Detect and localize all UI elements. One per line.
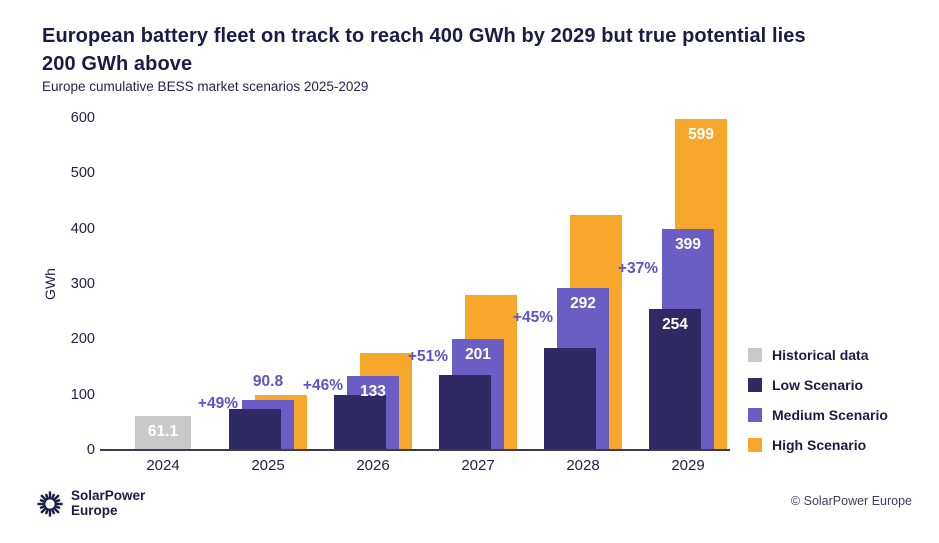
legend-swatch-high	[748, 438, 762, 452]
copyright-note: © SolarPower Europe	[790, 494, 912, 508]
x-tick-2027: 2027	[461, 457, 495, 474]
value-label-medium-2029: 399	[675, 236, 701, 254]
y-tick-600: 600	[70, 110, 95, 126]
legend-swatch-medium	[748, 408, 762, 422]
legend-item-low: Low Scenario	[748, 377, 888, 393]
value-label-medium-2025: 90.8	[252, 372, 284, 390]
value-label-low-2029: 254	[662, 316, 688, 334]
chart-title-line1: European battery fleet on track to reach…	[42, 25, 806, 47]
x-tick-2029: 2029	[671, 457, 705, 474]
growth-label-2029: +37%	[617, 260, 658, 278]
growth-label-2026: +46%	[302, 376, 343, 394]
value-label-historical-2024: 61.1	[147, 423, 179, 441]
legend-item-medium: Medium Scenario	[748, 407, 888, 423]
value-label-high-2029: 599	[688, 125, 714, 143]
value-label-medium-2026: 133	[360, 383, 386, 401]
bar-low-2028	[544, 347, 596, 450]
growth-label-2027: +51%	[407, 348, 448, 366]
legend-swatch-low	[748, 378, 762, 392]
x-tick-2024: 2024	[146, 457, 180, 474]
growth-label-2025: +49%	[197, 395, 238, 413]
chart-title-line2: 200 GWh above	[42, 53, 193, 75]
legend: Historical data Low Scenario Medium Scenar…	[748, 347, 888, 467]
legend-label-historical: Historical data	[772, 347, 869, 363]
bar-low-2026	[334, 394, 386, 450]
growth-label-2028: +45%	[512, 309, 553, 327]
x-tick-2028: 2028	[566, 457, 600, 474]
y-tick-0: 0	[86, 442, 95, 458]
y-tick-400: 400	[70, 220, 95, 237]
logo-line1: SolarPower	[71, 488, 146, 503]
bar-low-2025	[229, 408, 281, 450]
value-label-medium-2027: 201	[465, 345, 491, 363]
bar-historical-2024	[135, 416, 191, 450]
legend-item-high: High Scenario	[748, 437, 888, 453]
y-tick-500: 500	[70, 165, 95, 182]
legend-label-medium: Medium Scenario	[772, 407, 888, 423]
legend-swatch-historical	[748, 348, 762, 362]
legend-label-low: Low Scenario	[772, 377, 864, 393]
logo-text: SolarPower Europe	[71, 488, 146, 518]
solarpower-logo: SolarPower Europe	[36, 488, 146, 518]
logo-line2: Europe	[71, 502, 118, 518]
chart-subtitle: Europe cumulative BESS market scenarios …	[42, 79, 369, 94]
x-tick-2026: 2026	[356, 457, 390, 474]
x-tick-2025: 2025	[251, 457, 285, 474]
bar-low-2027	[439, 375, 491, 450]
x-axis-line	[100, 449, 730, 451]
sunburst-icon	[37, 490, 63, 517]
bar-low-2029	[649, 309, 701, 450]
y-tick-100: 100	[70, 386, 95, 403]
y-tick-200: 200	[70, 331, 95, 348]
value-label-medium-2028: 292	[570, 295, 596, 313]
legend-label-high: High Scenario	[772, 437, 867, 453]
y-tick-300: 300	[70, 276, 95, 292]
legend-item-historical: Historical data	[748, 347, 888, 363]
